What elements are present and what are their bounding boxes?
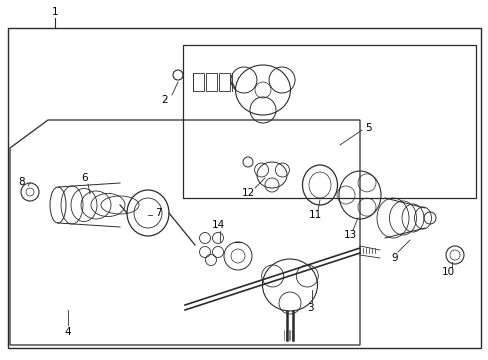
Bar <box>219 73 229 91</box>
Text: 8: 8 <box>19 177 25 187</box>
Bar <box>205 73 217 91</box>
Text: 13: 13 <box>343 230 356 240</box>
Text: 11: 11 <box>308 210 321 220</box>
Bar <box>193 73 203 91</box>
Text: 14: 14 <box>211 220 224 230</box>
Text: 10: 10 <box>441 267 454 277</box>
Text: 1: 1 <box>52 7 58 17</box>
Text: 5: 5 <box>364 123 370 133</box>
Text: 7: 7 <box>154 208 161 218</box>
Bar <box>8 28 480 348</box>
Text: 12: 12 <box>241 188 254 198</box>
Text: 6: 6 <box>81 173 88 183</box>
Text: 3: 3 <box>306 303 313 313</box>
Text: 2: 2 <box>162 95 168 105</box>
Text: 4: 4 <box>64 327 71 337</box>
Text: 9: 9 <box>391 253 398 263</box>
